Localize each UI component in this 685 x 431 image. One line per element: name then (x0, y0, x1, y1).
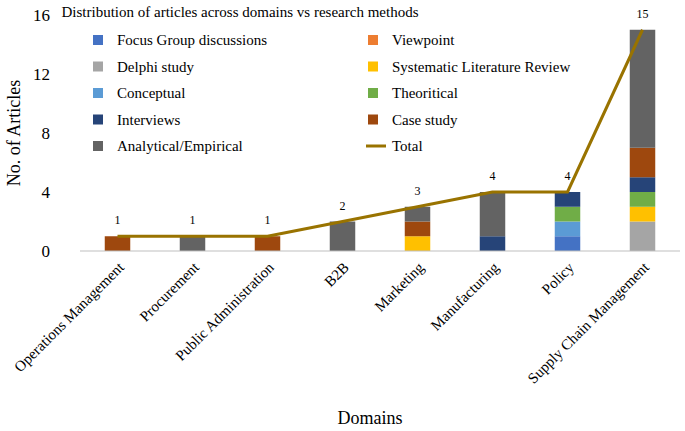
x-axis-line (80, 251, 680, 252)
legend-swatch (93, 62, 103, 72)
legend-swatch (368, 88, 378, 98)
legend-swatch (93, 141, 103, 151)
legend-label: Total (392, 138, 423, 154)
x-tick-label: Supply Chain Management (525, 259, 653, 387)
bar-segment (405, 236, 431, 251)
legend-swatch (368, 115, 378, 125)
chart: Distribution of articles across domains … (0, 0, 685, 431)
legend-swatch (93, 115, 103, 125)
legend-label: Conceptual (117, 85, 185, 101)
bar-segment (555, 222, 581, 237)
data-label: 3 (415, 184, 421, 198)
x-tick-label: Manufacturing (428, 259, 503, 334)
legend-label: Theoritical (392, 85, 458, 101)
legend-swatch (368, 62, 378, 72)
y-tick-label: 4 (42, 183, 51, 202)
title: Distribution of articles across domains … (62, 4, 419, 20)
legend-label: Delphi study (117, 59, 195, 75)
legend-label: Viewpoint (392, 32, 455, 48)
bar-segment (630, 192, 656, 207)
bar-segment (480, 192, 506, 236)
bar-segment (180, 236, 206, 251)
legend-label: Systematic Literature Review (392, 59, 570, 75)
legend-label: Interviews (117, 112, 180, 128)
bar-segment (105, 236, 131, 251)
data-label: 1 (265, 213, 271, 227)
x-tick-label: Marketing (371, 259, 427, 315)
y-tick-label: 16 (33, 6, 50, 25)
bar-segment (630, 207, 656, 222)
legend-swatch (366, 145, 386, 148)
y-tick-label: 8 (42, 124, 51, 143)
legend: Focus Group discussions Viewpoint Delphi s… (93, 32, 570, 154)
legend-swatch (93, 35, 103, 45)
x-tick-label: Policy (539, 259, 578, 298)
data-label: 2 (340, 199, 346, 213)
bar-segment (480, 236, 506, 251)
plot-area (105, 30, 656, 251)
bar-segment (555, 192, 581, 207)
x-tick-label: Operations Management (11, 259, 127, 375)
bar-segment (555, 207, 581, 222)
bar-segment (630, 148, 656, 178)
x-axis-title: Domains (338, 408, 403, 428)
x-tick-label: Procurement (136, 259, 202, 325)
bar-segment (330, 222, 356, 252)
total-line (118, 30, 643, 237)
y-tick-label: 0 (42, 242, 51, 261)
x-tick-label: B2B (321, 259, 352, 290)
bar-segment (630, 177, 656, 192)
y-tick-label: 12 (33, 65, 50, 84)
legend-swatch (368, 35, 378, 45)
bar-segment (255, 236, 281, 251)
bar-segment (405, 222, 431, 237)
bar-segment (630, 222, 656, 252)
data-label: 1 (115, 213, 121, 227)
legend-label: Case study (392, 112, 458, 128)
data-label: 15 (637, 7, 649, 21)
y-axis-title: No. of Articles (4, 80, 24, 186)
data-label: 1 (190, 213, 196, 227)
legend-label: Focus Group discussions (117, 32, 267, 48)
legend-swatch (93, 88, 103, 98)
data-label: 4 (565, 169, 571, 183)
x-tick-label: Public Administration (172, 259, 277, 364)
data-label: 4 (490, 169, 496, 183)
bar-segment (555, 236, 581, 251)
legend-label: Analytical/Empirical (117, 138, 243, 154)
